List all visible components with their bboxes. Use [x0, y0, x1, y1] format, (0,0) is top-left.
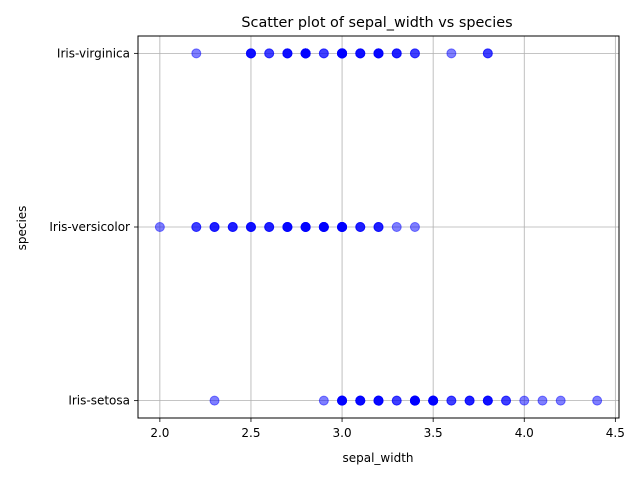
data-point — [318, 48, 329, 59]
data-point — [264, 222, 275, 232]
x-tick-label: 2.0 — [150, 426, 169, 440]
data-point — [446, 395, 457, 406]
data-point — [191, 48, 202, 59]
data-point — [191, 222, 202, 232]
data-point — [409, 222, 420, 232]
data-points — [154, 48, 603, 406]
data-point — [482, 395, 493, 406]
data-point — [391, 222, 402, 232]
data-point — [409, 395, 420, 406]
data-point — [282, 222, 293, 232]
x-tick-label: 3.5 — [424, 426, 443, 440]
chart-title: Scatter plot of sepal_width vs species — [241, 15, 512, 31]
y-tick-label: Iris-setosa — [68, 394, 130, 408]
x-tick-label: 2.5 — [241, 426, 260, 440]
x-tick-label: 3.0 — [333, 426, 352, 440]
data-point — [355, 395, 366, 406]
data-point — [355, 222, 366, 232]
data-point — [209, 395, 220, 406]
y-tick-label: Iris-virginica — [57, 46, 130, 60]
x-tick-label: 4.5 — [606, 426, 625, 440]
data-point — [227, 222, 238, 232]
data-point — [592, 395, 603, 406]
x-axis-title: sepal_width — [342, 451, 413, 465]
data-point — [355, 48, 366, 59]
y-axis-title: species — [15, 206, 29, 251]
data-point — [464, 395, 475, 406]
data-point — [409, 48, 420, 59]
data-point — [154, 222, 165, 232]
data-point — [537, 395, 548, 406]
data-point — [300, 222, 311, 232]
data-point — [209, 222, 220, 232]
y-axis-ticks: Iris-setosa Iris-versicolor Iris-virginica — [49, 46, 138, 408]
data-point — [501, 395, 512, 406]
data-point — [482, 48, 493, 59]
data-point — [519, 395, 530, 406]
data-point — [373, 395, 384, 406]
data-point — [318, 395, 329, 406]
data-point — [391, 395, 402, 406]
data-point — [300, 48, 311, 59]
data-point — [446, 48, 457, 59]
x-axis-ticks: 2.0 2.5 3.0 3.5 4.0 4.5 — [150, 418, 625, 440]
data-point — [337, 395, 348, 406]
data-point — [245, 222, 256, 232]
data-point — [337, 222, 348, 232]
data-point — [282, 48, 293, 59]
data-point — [337, 48, 348, 59]
data-point — [245, 48, 256, 59]
data-point — [391, 48, 402, 59]
data-point — [555, 395, 566, 406]
data-point — [264, 48, 275, 59]
x-tick-label: 4.0 — [515, 426, 534, 440]
y-tick-label: Iris-versicolor — [49, 220, 130, 234]
data-point — [373, 48, 384, 59]
data-point — [318, 222, 329, 232]
data-point — [428, 395, 439, 406]
data-point — [373, 222, 384, 232]
